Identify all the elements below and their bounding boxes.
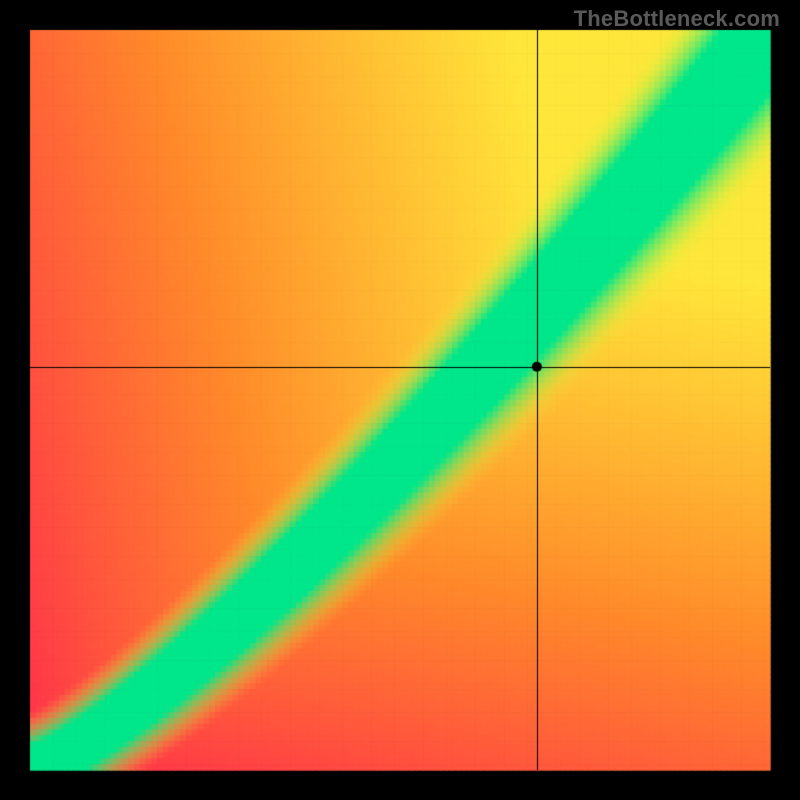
watermark-label: TheBottleneck.com [574, 6, 780, 32]
chart-container: TheBottleneck.com [0, 0, 800, 800]
heatmap-canvas [0, 0, 800, 800]
